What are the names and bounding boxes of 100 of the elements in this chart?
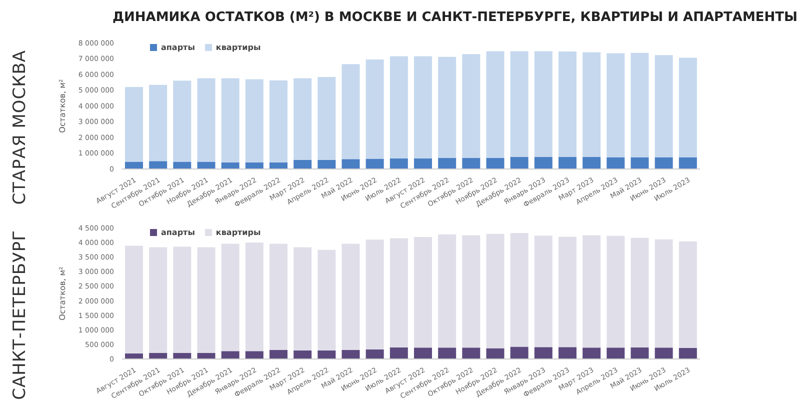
y-axis-title: Остатков, м²	[58, 266, 67, 320]
bar	[414, 237, 432, 348]
bar	[582, 156, 601, 169]
bar	[125, 353, 143, 359]
bar	[294, 160, 312, 169]
bar	[462, 158, 480, 169]
bar	[558, 236, 576, 348]
bar	[510, 156, 528, 169]
bar	[390, 158, 408, 169]
bar	[149, 161, 168, 169]
bar	[221, 78, 240, 162]
bar	[294, 78, 312, 160]
bar	[197, 247, 216, 353]
y-axis-title: Остатков, м²	[58, 79, 67, 133]
bar	[221, 162, 240, 169]
bar	[486, 158, 504, 169]
bar	[197, 352, 216, 359]
bar	[125, 162, 143, 169]
bar	[173, 162, 192, 169]
bar	[534, 347, 552, 359]
bar	[149, 84, 168, 162]
bar	[197, 78, 216, 162]
bar	[534, 156, 552, 169]
bar	[270, 80, 288, 162]
bar	[318, 77, 336, 160]
bar	[654, 239, 673, 348]
bar	[654, 55, 673, 158]
bar	[245, 162, 264, 169]
bar	[342, 244, 360, 350]
bar	[366, 60, 384, 159]
bar	[582, 348, 601, 359]
bar	[630, 52, 649, 158]
bar	[318, 160, 336, 169]
bar	[173, 352, 192, 359]
bar	[678, 348, 697, 359]
bar	[486, 234, 504, 348]
text: САНКТ-ПЕТЕРБУРГ	[10, 230, 30, 400]
bar	[678, 157, 697, 169]
bar	[438, 348, 456, 359]
bar	[630, 238, 649, 348]
bar	[342, 350, 360, 359]
bar	[390, 238, 408, 348]
bar	[318, 250, 336, 351]
bar	[606, 348, 625, 359]
bar	[630, 347, 649, 359]
bar	[558, 347, 576, 359]
bar	[558, 52, 576, 157]
bar	[606, 53, 625, 158]
bar	[342, 64, 360, 160]
bar	[414, 158, 432, 169]
bar	[125, 86, 143, 162]
bar	[270, 244, 288, 350]
bar	[149, 247, 168, 353]
bar	[149, 352, 168, 359]
bar	[558, 156, 576, 169]
bar	[606, 236, 625, 348]
bar	[654, 348, 673, 359]
bar	[606, 157, 625, 169]
bar	[366, 158, 384, 169]
bar	[582, 52, 601, 157]
legend-label: квартиры	[216, 228, 261, 237]
bar	[270, 350, 288, 359]
bar	[390, 347, 408, 359]
legend-label: апарты	[161, 228, 195, 237]
bar	[462, 235, 480, 348]
bar	[342, 159, 360, 169]
bar	[173, 246, 192, 353]
bar	[462, 348, 480, 359]
bar	[438, 158, 456, 169]
bar	[197, 162, 216, 169]
bar	[438, 234, 456, 348]
bar	[245, 242, 264, 352]
bar	[318, 350, 336, 359]
bar	[414, 56, 432, 158]
bar	[534, 236, 552, 348]
bar	[462, 54, 480, 158]
text: СТАРАЯ МОСКВА	[10, 50, 30, 205]
bar	[510, 346, 528, 359]
bar	[414, 348, 432, 359]
bar	[510, 232, 528, 347]
bar	[510, 51, 528, 157]
bar	[630, 157, 649, 169]
bar	[486, 51, 504, 158]
bar	[678, 241, 697, 348]
bar	[486, 348, 504, 359]
bar	[366, 240, 384, 350]
bar	[245, 79, 264, 162]
bar	[366, 349, 384, 359]
bar	[438, 56, 456, 158]
bar	[582, 235, 601, 348]
legend-label: квартиры	[216, 43, 261, 52]
bar	[654, 157, 673, 169]
bar	[390, 56, 408, 158]
bar	[294, 247, 312, 351]
bar	[294, 350, 312, 359]
bar	[678, 58, 697, 158]
bar	[125, 246, 143, 354]
bar	[221, 351, 240, 359]
bar	[534, 51, 552, 157]
bar	[245, 351, 264, 359]
